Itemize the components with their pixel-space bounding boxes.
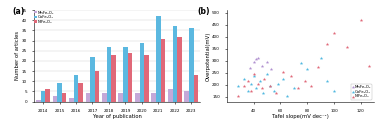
CoFe₂O₄ <box>304 68 310 70</box>
Bar <box>161 39 165 102</box>
CoFe₂O₄ <box>271 90 277 92</box>
CoFe₂O₄ <box>284 95 290 97</box>
Bar <box>85 93 90 102</box>
CoFe₂O₄ <box>266 85 273 87</box>
CoFe₂O₄ <box>251 75 257 77</box>
Legend: MnFe₂O₄, CoFe₂O₄, NiFe₂O₄: MnFe₂O₄, CoFe₂O₄, NiFe₂O₄ <box>351 84 372 100</box>
CoFe₂O₄ <box>234 85 240 87</box>
MnFe₂O₄ <box>255 57 261 59</box>
Bar <box>62 93 67 102</box>
Bar <box>74 75 78 102</box>
NiFe₂O₄ <box>251 73 257 75</box>
NiFe₂O₄ <box>255 83 261 85</box>
CoFe₂O₄ <box>297 62 304 64</box>
Bar <box>90 57 95 102</box>
Bar <box>57 83 62 102</box>
NiFe₂O₄ <box>273 92 279 94</box>
CoFe₂O₄ <box>331 90 337 92</box>
Bar <box>177 37 182 102</box>
Bar <box>194 75 198 102</box>
Bar <box>189 28 194 102</box>
Bar <box>156 16 161 102</box>
Bar <box>107 47 111 102</box>
CoFe₂O₄ <box>253 87 259 89</box>
NiFe₂O₄ <box>315 66 321 68</box>
X-axis label: Year of publication: Year of publication <box>93 114 142 119</box>
NiFe₂O₄ <box>324 43 330 45</box>
NiFe₂O₄ <box>302 80 308 82</box>
NiFe₂O₄ <box>266 85 273 87</box>
Bar <box>152 93 156 102</box>
NiFe₂O₄ <box>245 80 251 82</box>
NiFe₂O₄ <box>261 78 267 80</box>
Bar <box>53 96 57 102</box>
CoFe₂O₄ <box>260 92 266 94</box>
Bar <box>95 71 99 102</box>
Bar <box>102 93 107 102</box>
Y-axis label: Number of articles: Number of articles <box>15 31 20 80</box>
Bar <box>184 91 189 102</box>
Bar <box>45 89 50 102</box>
CoFe₂O₄ <box>257 80 263 82</box>
Bar <box>69 98 74 102</box>
Text: (b): (b) <box>197 6 210 15</box>
Legend: MnFe₂O₄, CoFe₂O₄, NiFe₂O₄: MnFe₂O₄, CoFe₂O₄, NiFe₂O₄ <box>34 11 54 24</box>
NiFe₂O₄ <box>308 85 314 87</box>
Bar <box>168 89 172 102</box>
Bar <box>41 91 45 102</box>
CoFe₂O₄ <box>324 80 330 82</box>
CoFe₂O₄ <box>291 87 297 89</box>
Bar <box>139 43 144 102</box>
NiFe₂O₄ <box>259 87 265 89</box>
Bar <box>118 93 123 102</box>
CoFe₂O₄ <box>264 73 270 75</box>
Bar <box>78 83 83 102</box>
MnFe₂O₄ <box>259 65 265 67</box>
CoFe₂O₄ <box>318 57 324 59</box>
CoFe₂O₄ <box>275 83 281 85</box>
Bar <box>172 26 177 102</box>
NiFe₂O₄ <box>241 85 247 87</box>
CoFe₂O₄ <box>248 83 254 85</box>
NiFe₂O₄ <box>248 90 254 92</box>
NiFe₂O₄ <box>280 70 286 73</box>
NiFe₂O₄ <box>234 95 240 97</box>
NiFe₂O₄ <box>288 75 294 77</box>
Bar <box>135 93 139 102</box>
Bar <box>111 55 116 102</box>
Bar <box>36 100 41 102</box>
MnFe₂O₄ <box>251 61 257 63</box>
NiFe₂O₄ <box>344 46 350 49</box>
NiFe₂O₄ <box>358 19 364 21</box>
MnFe₂O₄ <box>268 68 274 70</box>
CoFe₂O₄ <box>245 90 251 92</box>
CoFe₂O₄ <box>241 78 247 80</box>
Bar <box>123 47 128 102</box>
Y-axis label: Overpotential(mV): Overpotential(mV) <box>206 31 211 81</box>
Bar <box>144 55 149 102</box>
NiFe₂O₄ <box>331 32 337 34</box>
MnFe₂O₄ <box>246 67 253 69</box>
Text: (a): (a) <box>12 6 25 15</box>
Bar <box>128 53 132 102</box>
X-axis label: Tafel slope(mV dec⁻¹): Tafel slope(mV dec⁻¹) <box>272 114 329 119</box>
NiFe₂O₄ <box>295 87 301 89</box>
NiFe₂O₄ <box>366 65 372 67</box>
MnFe₂O₄ <box>253 58 259 60</box>
CoFe₂O₄ <box>280 78 286 80</box>
MnFe₂O₄ <box>264 61 270 63</box>
